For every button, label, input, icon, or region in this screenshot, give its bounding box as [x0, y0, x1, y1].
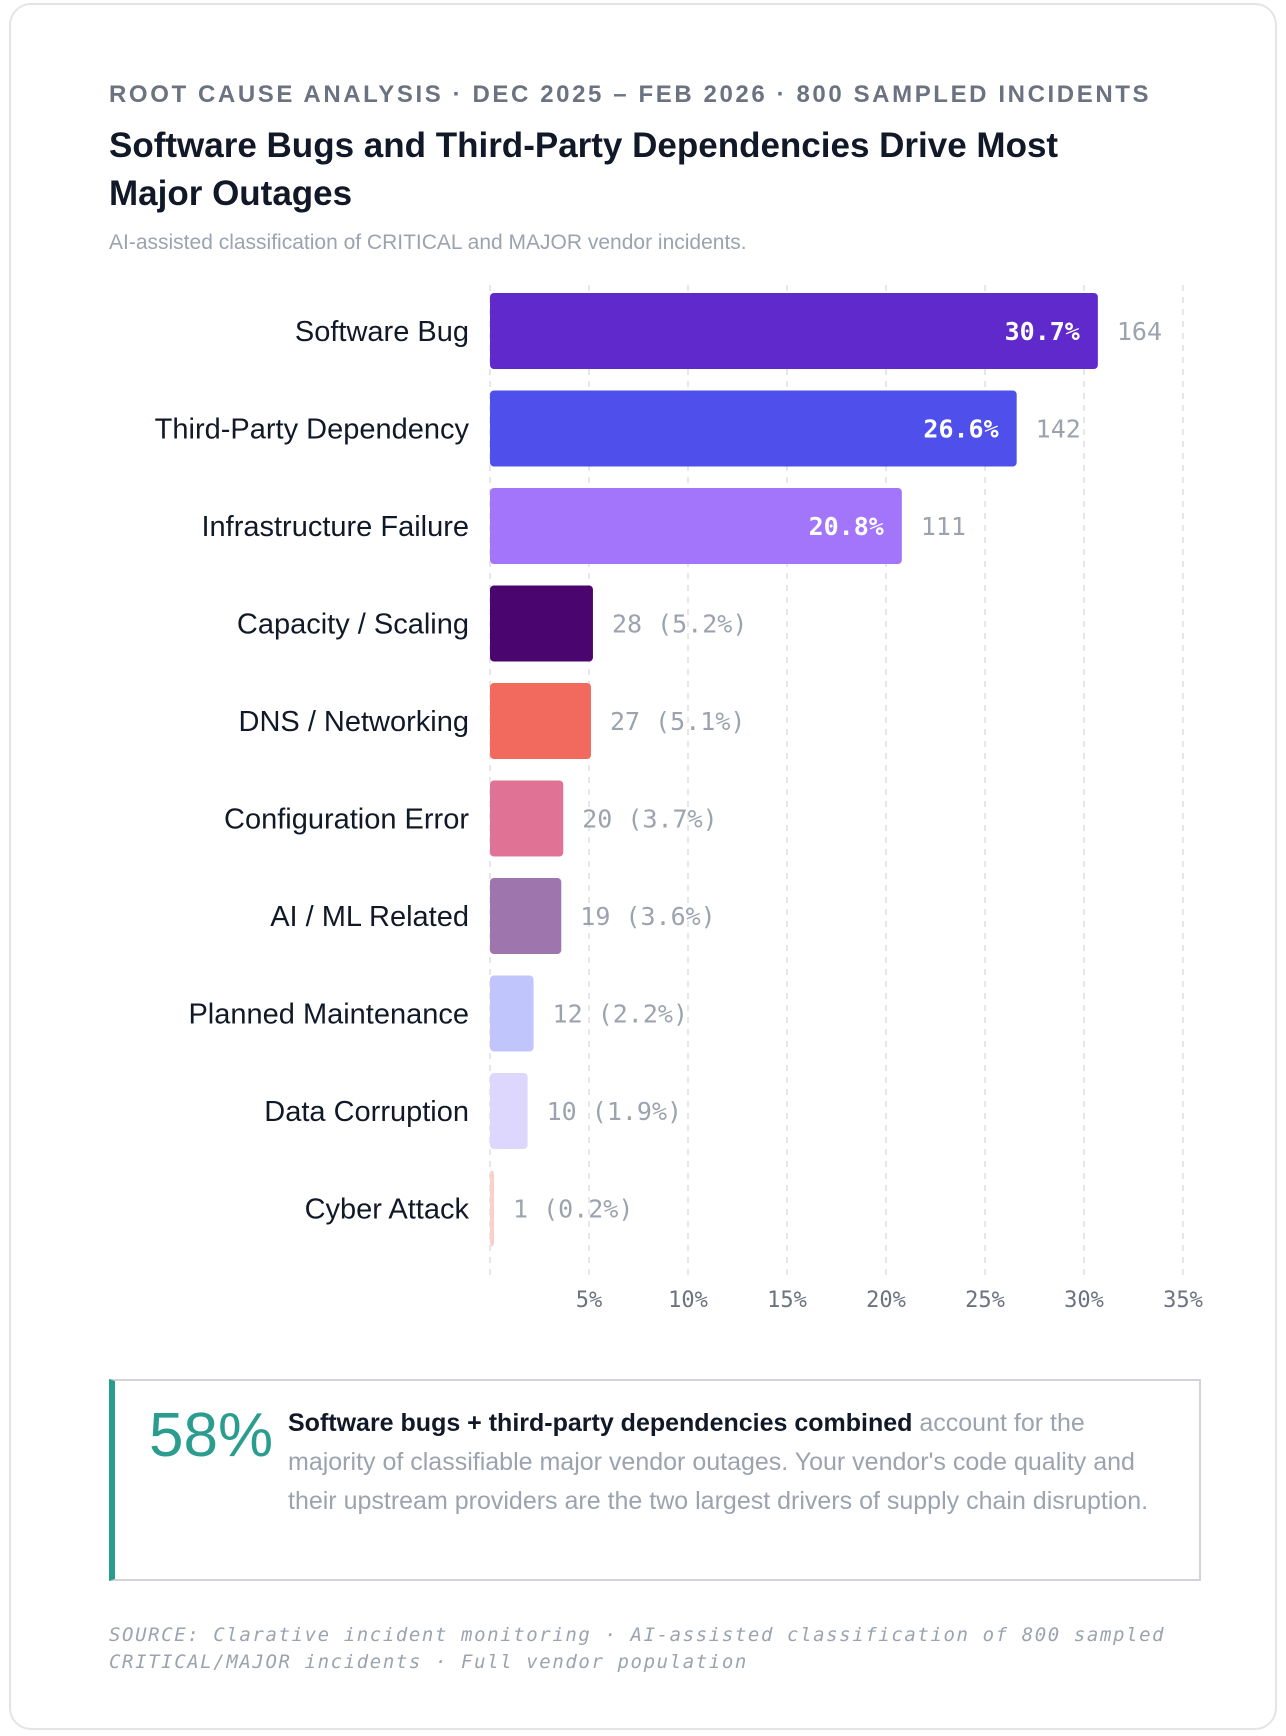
category-label: Third-Party Dependency	[155, 414, 470, 446]
bar-count-label: 164	[1117, 317, 1162, 346]
bar-count-label: 20 (3.7%)	[582, 805, 717, 834]
x-tick-label: 5%	[576, 1288, 603, 1313]
category-label: Planned Maintenance	[188, 999, 469, 1031]
bar-count-label: 142	[1036, 415, 1081, 444]
bar-count-label: 19 (3.6%)	[580, 902, 715, 931]
bar-value-label: 20.8%	[809, 512, 884, 541]
bar	[490, 975, 534, 1052]
bar-count-label: 28 (5.2%)	[612, 610, 747, 639]
chart-subtitle: AI-assisted classification of CRITICAL a…	[109, 231, 747, 254]
source-note: SOURCE: Clarative incident monitoring · …	[109, 1624, 1166, 1673]
bar	[490, 1073, 528, 1149]
chart-title: Software Bugs and Third-Party Dependenci…	[109, 126, 1059, 213]
bar-count-label: 1 (0.2%)	[513, 1195, 633, 1224]
category-label: Data Corruption	[264, 1096, 469, 1128]
category-label: DNS / Networking	[239, 706, 469, 738]
bar	[490, 878, 562, 954]
category-label: Infrastructure Failure	[201, 511, 469, 543]
bar	[490, 585, 593, 662]
x-tick-label: 35%	[1163, 1288, 1203, 1313]
callout-body-text: account for the majority of classifiable…	[288, 1409, 1149, 1515]
chart-card: ROOT CAUSE ANALYSIS · DEC 2025 – FEB 202…	[9, 3, 1277, 1730]
bar-count-label: 12 (2.2%)	[553, 1000, 688, 1029]
x-tick-label: 20%	[866, 1288, 906, 1313]
bar	[490, 683, 591, 759]
callout-stat: 58%	[149, 1401, 274, 1470]
category-label: AI / ML Related	[270, 901, 469, 933]
bar	[490, 488, 902, 564]
bar	[490, 390, 1017, 467]
bar	[490, 780, 564, 857]
category-label: Software Bug	[295, 316, 469, 348]
callout-bold-text: Software bugs + third-party dependencies…	[288, 1409, 913, 1437]
x-tick-label: 10%	[668, 1288, 708, 1313]
eyebrow-label: ROOT CAUSE ANALYSIS · DEC 2025 – FEB 202…	[109, 81, 1152, 108]
insight-callout: 58% Software bugs + third-party dependen…	[109, 1379, 1201, 1581]
bar-value-label: 30.7%	[1005, 317, 1080, 346]
bar-chart: 5% 10% 15% 20% 25% 30% 35% Software Bug 30.7% 164…	[155, 285, 1203, 1313]
bar-value-label: 26.6%	[923, 415, 998, 444]
bar-count-label: 27 (5.1%)	[610, 707, 745, 736]
category-label: Configuration Error	[224, 804, 469, 836]
category-label: Capacity / Scaling	[237, 609, 469, 641]
bar-count-label: 111	[921, 512, 966, 541]
x-tick-label: 30%	[1064, 1288, 1104, 1313]
x-tick-label: 25%	[965, 1288, 1005, 1313]
bar	[490, 293, 1098, 369]
bar-count-label: 10 (1.9%)	[547, 1097, 682, 1126]
bar	[490, 1170, 494, 1247]
callout-text: Software bugs + third-party dependencies…	[288, 1404, 1168, 1521]
x-tick-label: 15%	[767, 1288, 807, 1313]
category-label: Cyber Attack	[305, 1194, 470, 1226]
